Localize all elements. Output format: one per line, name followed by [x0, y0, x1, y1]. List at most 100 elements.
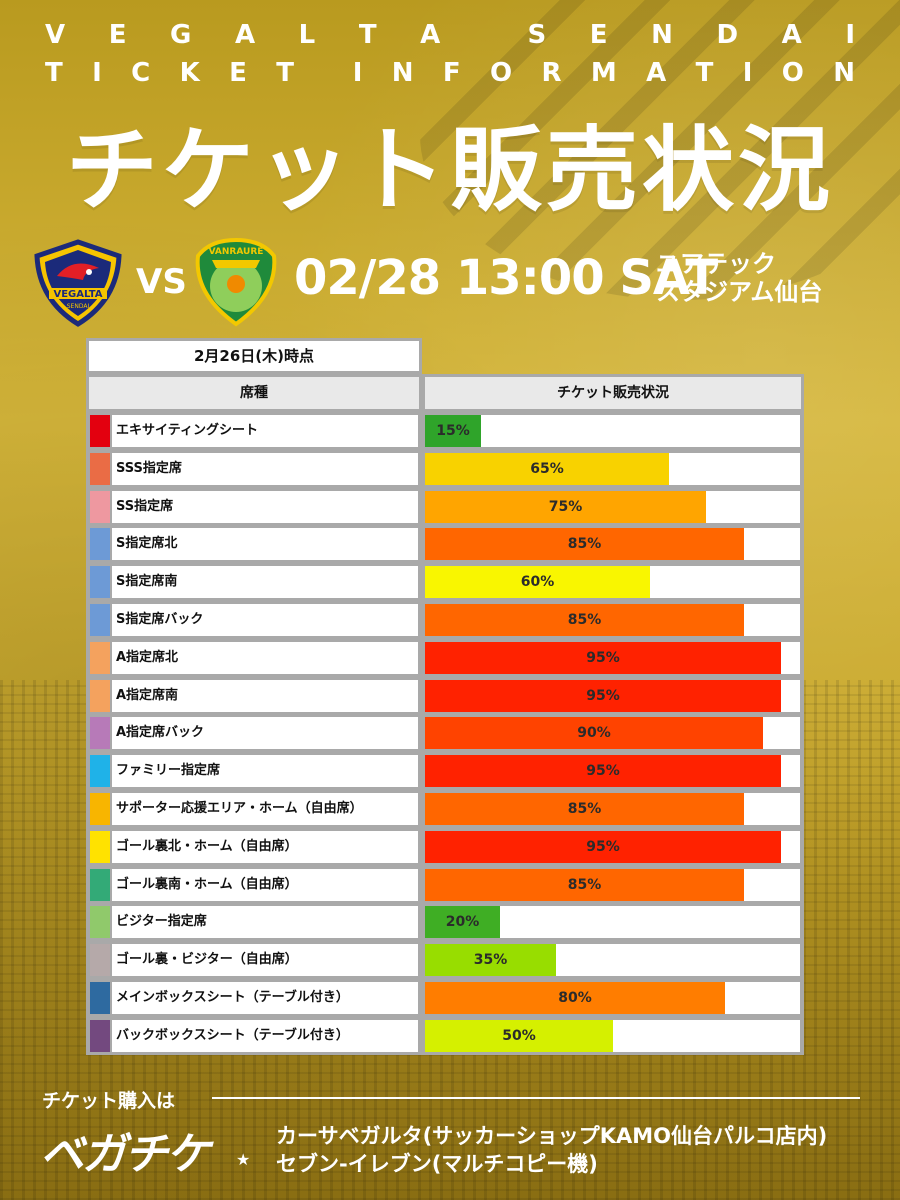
header-letter: T [276, 58, 294, 88]
sales-percent-label: 95% [586, 763, 620, 780]
seat-name: S指定席北 [112, 528, 418, 561]
table-row: S指定席バック 85% [86, 601, 804, 639]
page-title: チケット販売状況 [65, 117, 834, 224]
sales-bar-fill [425, 944, 556, 977]
match-info: VEGALTA SENDAI VS VANRAURE 02/28 13:00 S… [0, 228, 900, 328]
seat-color-swatch [90, 452, 110, 485]
seat-color-swatch [90, 566, 110, 599]
table-row: ゴール裏・ビジター（自由席） 35% [86, 941, 804, 980]
seat-name: A指定席バック [112, 717, 418, 750]
column-header-seat: 席種 [86, 374, 422, 412]
sales-percent-label: 95% [586, 687, 620, 704]
sales-percent-label: 80% [558, 990, 592, 1006]
sales-bar-track: 20% [425, 906, 800, 939]
header-letter: I [845, 20, 855, 50]
sales-bar-track: 50% [425, 1019, 800, 1052]
shop-item: セブン-イレブン(マルチコピー機) [276, 1152, 598, 1176]
table-row: バックボックスシート（テーブル付き） 50% [86, 1016, 804, 1055]
table-row: SS指定席 75% [86, 487, 804, 526]
header-letter: O [781, 58, 804, 88]
seat-name: SSS指定席 [112, 452, 418, 485]
sales-bar-fill [425, 679, 781, 712]
sales-bar-track: 95% [425, 755, 800, 788]
seat-color-swatch [90, 868, 110, 901]
seat-name: S指定席バック [112, 604, 418, 636]
header-letter: I [92, 58, 102, 88]
header-letter: R [541, 58, 562, 88]
sales-bar-track: 75% [425, 490, 800, 523]
table-row: メインボックスシート（テーブル付き） 80% [86, 979, 804, 1017]
seat-name: ゴール裏北・ホーム（自由席） [112, 830, 418, 863]
sales-bar-track: 60% [425, 566, 800, 599]
header-letter: A [420, 20, 441, 50]
header-letter: C [131, 58, 151, 88]
table-row: A指定席バック 90% [86, 714, 804, 753]
seat-name: ビジター指定席 [112, 906, 418, 939]
seat-color-swatch [90, 755, 110, 788]
seat-color-swatch [90, 641, 110, 674]
table-header: 席種 チケット販売状況 [86, 374, 804, 412]
header-letter: G [170, 20, 192, 50]
sales-bar-fill [425, 452, 669, 485]
sales-bar-fill [425, 1019, 613, 1052]
buy-label: チケット購入は [42, 1090, 176, 1112]
seat-color-swatch [90, 906, 110, 939]
sales-percent-label: 95% [586, 838, 620, 855]
header-letter: N [651, 20, 673, 50]
sales-bar-fill [425, 830, 781, 863]
header-letter: I [352, 58, 363, 88]
shop-list: カーサベガルタ(サッカーショップKAMO仙台パルコ店内) セブン-イレブン(マル… [276, 1122, 827, 1178]
sales-percent-label: 50% [502, 1027, 536, 1044]
home-crest-text: VEGALTA [53, 289, 102, 300]
table-row: ファミリー指定席 95% [86, 752, 804, 791]
header-letter: I [742, 58, 753, 88]
header-letter: T [695, 58, 714, 88]
seat-name: A指定席北 [112, 641, 418, 674]
sales-bar-fill [425, 415, 481, 447]
seat-name: サポーター応援エリア・ホーム（自由席） [112, 793, 418, 825]
seat-color-swatch [90, 982, 110, 1014]
seat-name: ファミリー指定席 [112, 755, 418, 788]
sales-bar-fill [425, 566, 650, 599]
sales-percent-label: 85% [567, 536, 602, 553]
table-row: ゴール裏南・ホーム（自由席） 85% [86, 865, 804, 904]
sales-bar-track: 95% [425, 641, 800, 674]
venue-line-1: ユアテック [656, 250, 776, 278]
vegalta-crest-icon: VEGALTA SENDAI [34, 239, 122, 327]
seat-color-swatch [90, 1019, 110, 1052]
header-letter: A [234, 20, 256, 50]
seat-color-swatch [90, 830, 110, 863]
table-row: S指定席北 85% [86, 525, 804, 564]
sales-bar-track: 90% [425, 717, 800, 750]
sales-bar-fill [425, 528, 744, 561]
table-row: ビジター指定席 20% [86, 903, 804, 942]
sales-percent-label: 85% [567, 612, 602, 628]
seat-name: S指定席南 [112, 566, 418, 599]
sales-bar-fill [425, 717, 763, 750]
header-letter: N [833, 58, 855, 88]
header-letter: L [298, 20, 316, 50]
header-letter: V [45, 20, 66, 50]
header-letter: A [646, 58, 667, 88]
header-letter: S [527, 20, 547, 50]
sales-percent-label: 20% [445, 914, 480, 931]
venue-line-2: スタジアム仙台 [656, 278, 823, 306]
vanraure-crest-icon: VANRAURE [195, 237, 277, 327]
header-letter: N [391, 58, 414, 88]
sales-percent-label: 65% [530, 460, 564, 477]
header-letter: E [589, 20, 608, 50]
table-row: エキサイティングシート 15% [86, 412, 804, 450]
table-row: A指定席北 95% [86, 638, 804, 677]
sales-percent-label: 60% [520, 574, 555, 591]
sales-percent-label: 15% [436, 423, 470, 439]
sales-percent-label: 95% [586, 649, 620, 666]
as-of-date: 2月26日(木)時点 [86, 338, 422, 374]
sales-bar-track: 15% [425, 415, 800, 447]
seat-color-swatch [90, 944, 110, 977]
sales-percent-label: 90% [577, 725, 611, 742]
sales-bar-fill [425, 982, 725, 1014]
begachike-logo: ベガチケ [40, 1129, 210, 1180]
vs-label: VS [136, 262, 187, 302]
match-venue: ユアテック スタジアム仙台 [656, 250, 822, 306]
